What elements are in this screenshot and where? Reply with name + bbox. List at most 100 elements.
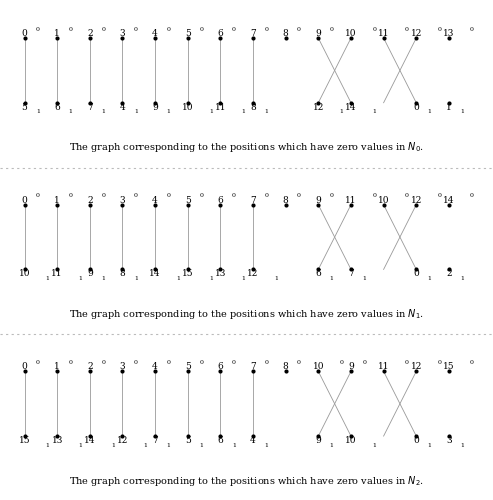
Text: The graph corresponding to the positions which have zero values in $N_1$.: The graph corresponding to the positions… <box>69 307 424 321</box>
Text: 1: 1 <box>46 276 50 281</box>
Text: 0: 0 <box>405 360 409 365</box>
Text: 0: 0 <box>372 26 376 32</box>
Text: 1: 1 <box>362 276 366 281</box>
Text: 0: 0 <box>264 360 269 365</box>
Text: 1: 1 <box>264 109 269 114</box>
Text: 5: 5 <box>185 29 191 38</box>
Text: 4: 4 <box>250 436 256 445</box>
Text: 11: 11 <box>378 29 389 38</box>
Text: The graph corresponding to the positions which have zero values in $N_0$.: The graph corresponding to the positions… <box>69 140 424 154</box>
Text: 0: 0 <box>22 196 28 204</box>
Text: 10: 10 <box>345 29 357 38</box>
Text: 8: 8 <box>250 102 256 112</box>
Text: 5: 5 <box>22 102 28 112</box>
Text: 9: 9 <box>316 436 321 445</box>
Text: 0: 0 <box>101 360 105 365</box>
Text: 5: 5 <box>185 362 191 372</box>
Text: 0: 0 <box>69 26 72 32</box>
Text: 0: 0 <box>134 194 138 198</box>
Text: 0: 0 <box>264 26 269 32</box>
Text: 11: 11 <box>214 102 226 112</box>
Text: 0: 0 <box>437 26 441 32</box>
Text: 5: 5 <box>185 436 191 445</box>
Text: 1: 1 <box>199 442 203 448</box>
Text: 1: 1 <box>428 276 432 281</box>
Text: 0: 0 <box>36 194 40 198</box>
Text: 1: 1 <box>428 442 432 448</box>
Text: 0: 0 <box>167 360 171 365</box>
Text: 7: 7 <box>250 29 256 38</box>
Text: 0: 0 <box>167 26 171 32</box>
Text: 4: 4 <box>152 196 158 204</box>
Text: 3: 3 <box>120 362 125 372</box>
Text: 8: 8 <box>283 29 288 38</box>
Text: 1: 1 <box>460 109 464 114</box>
Text: 12: 12 <box>411 362 422 372</box>
Text: 1: 1 <box>134 276 138 281</box>
Text: 2: 2 <box>446 270 452 278</box>
Text: 0: 0 <box>36 360 40 365</box>
Text: 2: 2 <box>87 29 93 38</box>
Text: 0: 0 <box>101 26 105 32</box>
Text: 10: 10 <box>182 102 193 112</box>
Text: 0: 0 <box>264 194 269 198</box>
Text: 11: 11 <box>51 270 63 278</box>
Text: 0: 0 <box>134 26 138 32</box>
Text: 13: 13 <box>443 29 455 38</box>
Text: 11: 11 <box>345 196 357 204</box>
Text: 5: 5 <box>185 196 191 204</box>
Text: 0: 0 <box>470 360 474 365</box>
Text: 1: 1 <box>330 276 334 281</box>
Text: 9: 9 <box>152 102 158 112</box>
Text: The graph corresponding to the positions which have zero values in $N_2$.: The graph corresponding to the positions… <box>69 474 424 488</box>
Text: 14: 14 <box>84 436 96 445</box>
Text: 0: 0 <box>297 26 301 32</box>
Text: 3: 3 <box>120 29 125 38</box>
Text: 1: 1 <box>428 109 432 114</box>
Text: 8: 8 <box>283 362 288 372</box>
Text: 12: 12 <box>411 196 422 204</box>
Text: 2: 2 <box>87 196 93 204</box>
Text: 15: 15 <box>443 362 455 372</box>
Text: 1: 1 <box>209 109 213 114</box>
Text: 0: 0 <box>69 194 72 198</box>
Text: 0: 0 <box>362 360 366 365</box>
Text: 0: 0 <box>297 194 301 198</box>
Text: 1: 1 <box>101 109 105 114</box>
Text: 7: 7 <box>250 196 256 204</box>
Text: 11: 11 <box>378 362 389 372</box>
Text: 0: 0 <box>405 194 409 198</box>
Text: 6: 6 <box>217 362 223 372</box>
Text: 0: 0 <box>437 194 441 198</box>
Text: 9: 9 <box>316 196 321 204</box>
Text: 1: 1 <box>446 102 452 112</box>
Text: 1: 1 <box>209 276 213 281</box>
Text: 0: 0 <box>232 26 236 32</box>
Text: 14: 14 <box>149 270 161 278</box>
Text: 1: 1 <box>143 442 148 448</box>
Text: 0: 0 <box>232 194 236 198</box>
Text: 3: 3 <box>120 196 125 204</box>
Text: 6: 6 <box>54 102 60 112</box>
Text: 10: 10 <box>313 362 324 372</box>
Text: 8: 8 <box>120 270 125 278</box>
Text: 13: 13 <box>214 270 226 278</box>
Text: 1: 1 <box>232 442 236 448</box>
Text: 4: 4 <box>152 29 158 38</box>
Text: 9: 9 <box>316 29 321 38</box>
Text: 0: 0 <box>413 102 419 112</box>
Text: 1: 1 <box>54 362 60 372</box>
Text: 0: 0 <box>330 26 334 32</box>
Text: 0: 0 <box>167 194 171 198</box>
Text: 1: 1 <box>242 276 246 281</box>
Text: 12: 12 <box>411 29 422 38</box>
Text: 1: 1 <box>167 109 171 114</box>
Text: 7: 7 <box>348 270 354 278</box>
Text: 0: 0 <box>297 360 301 365</box>
Text: 7: 7 <box>250 362 256 372</box>
Text: 0: 0 <box>437 360 441 365</box>
Text: 12: 12 <box>313 102 324 112</box>
Text: 3: 3 <box>446 436 452 445</box>
Text: 15: 15 <box>182 270 194 278</box>
Text: 1: 1 <box>460 442 464 448</box>
